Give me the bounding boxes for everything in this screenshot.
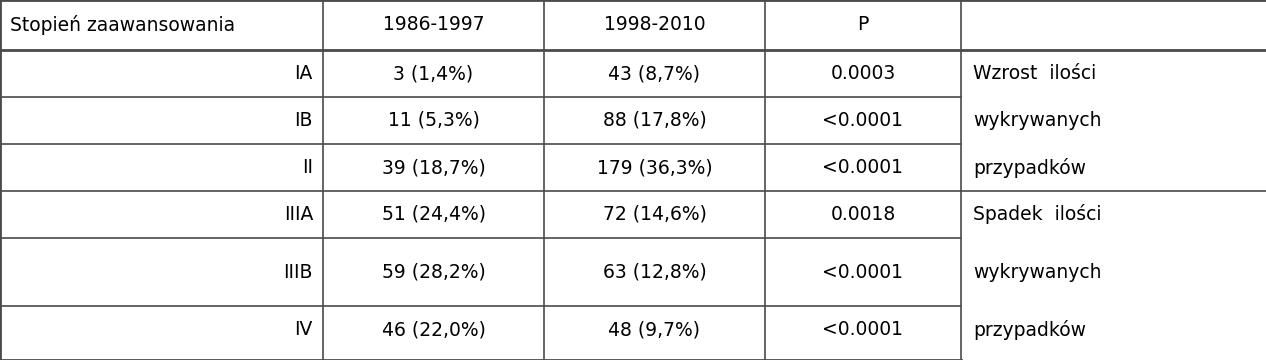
Text: przypadków: przypadków [974,158,1086,177]
Text: 1998-2010: 1998-2010 [604,15,705,35]
Text: 0.0003: 0.0003 [830,64,895,83]
Text: P: P [857,15,868,35]
Text: IA: IA [295,64,313,83]
Text: IB: IB [295,111,313,130]
Text: 11 (5,3%): 11 (5,3%) [387,111,480,130]
Text: przypadków: przypadków [974,320,1086,339]
Text: IIIB: IIIB [284,262,313,282]
Text: 59 (28,2%): 59 (28,2%) [381,262,485,282]
Text: wykrywanych: wykrywanych [974,111,1101,130]
Text: <0.0001: <0.0001 [823,320,904,339]
Text: 1986-1997: 1986-1997 [382,15,485,35]
Text: IV: IV [295,320,313,339]
Text: 51 (24,4%): 51 (24,4%) [381,205,485,224]
Text: <0.0001: <0.0001 [823,262,904,282]
Text: 179 (36,3%): 179 (36,3%) [596,158,713,177]
Text: 48 (9,7%): 48 (9,7%) [609,320,700,339]
Text: 39 (18,7%): 39 (18,7%) [381,158,485,177]
Text: 43 (8,7%): 43 (8,7%) [609,64,700,83]
Text: 46 (22,0%): 46 (22,0%) [381,320,485,339]
Text: IIIA: IIIA [284,205,313,224]
Text: 0.0018: 0.0018 [830,205,895,224]
Text: Stopień zaawansowania: Stopień zaawansowania [10,15,235,35]
Text: <0.0001: <0.0001 [823,158,904,177]
Text: Spadek  ilości: Spadek ilości [974,204,1101,225]
Text: II: II [303,158,313,177]
Text: 72 (14,6%): 72 (14,6%) [603,205,706,224]
Text: <0.0001: <0.0001 [823,111,904,130]
Text: 3 (1,4%): 3 (1,4%) [394,64,473,83]
Text: 63 (12,8%): 63 (12,8%) [603,262,706,282]
Text: wykrywanych: wykrywanych [974,262,1101,282]
Text: 88 (17,8%): 88 (17,8%) [603,111,706,130]
Text: Wzrost  ilości: Wzrost ilości [974,64,1096,83]
